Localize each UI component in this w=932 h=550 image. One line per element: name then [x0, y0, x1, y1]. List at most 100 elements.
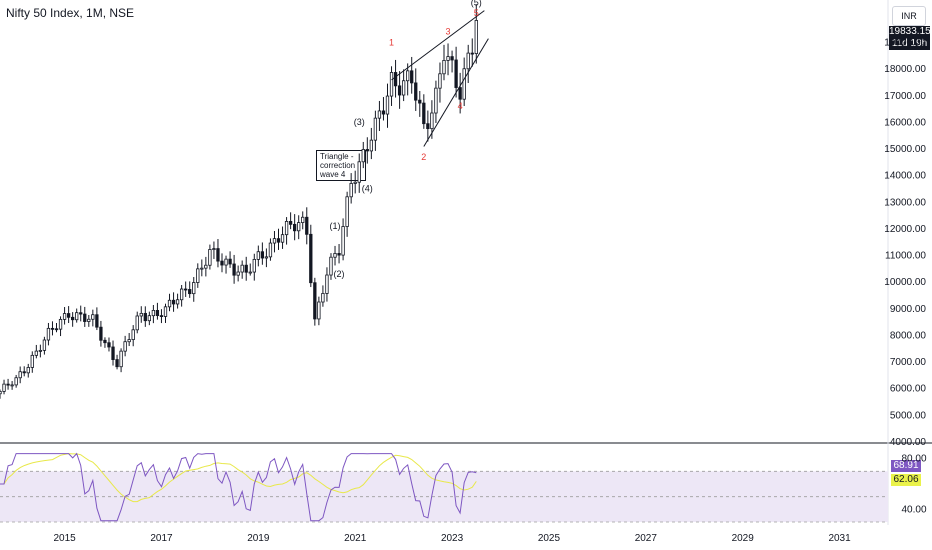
candle-down — [422, 102, 426, 125]
countdown-value: 11d 19h — [891, 38, 928, 49]
note-line: Triangle - — [320, 152, 354, 161]
candle-up — [127, 339, 131, 343]
wave-label-major: (1) — [330, 221, 341, 231]
rsi-ma-line — [0, 453, 477, 503]
candle-up — [119, 350, 123, 368]
candle-up — [462, 68, 466, 100]
rsi-line — [0, 452, 477, 522]
wave-label-major: (2) — [334, 269, 345, 279]
price-tick-label: 8000.00 — [890, 330, 927, 341]
candle-down — [393, 72, 398, 87]
candle-down — [260, 251, 265, 259]
candle-up — [131, 329, 135, 340]
candle-up — [373, 117, 378, 141]
candle-up — [167, 299, 172, 308]
candle-down — [66, 313, 71, 318]
candle-down — [410, 70, 414, 84]
rsi-tick-label: 80.00 — [901, 454, 926, 465]
candle-up — [361, 149, 365, 163]
rsi-ma-tag: 62.06 — [891, 474, 921, 486]
chart-title: Nifty 50 Index, 1M, NSE — [6, 6, 135, 20]
candle-down — [99, 326, 103, 341]
note-line: wave 4 — [320, 170, 346, 179]
candle-down — [143, 312, 147, 322]
candle-up — [406, 70, 410, 82]
price-tick-label: 5000.00 — [890, 410, 927, 421]
candle-down — [83, 313, 87, 322]
candle-down — [470, 52, 474, 55]
candle-up — [377, 110, 382, 119]
last-price-value: 19833.15 — [889, 26, 931, 37]
rsi-value-tag: 68.91 — [891, 460, 921, 472]
rsi-tick-label: 40.00 — [901, 504, 926, 515]
candle-up — [240, 264, 244, 273]
candle-down — [95, 314, 99, 328]
price-tick-label: 13000.00 — [884, 197, 926, 208]
currency-button[interactable]: INR — [892, 6, 926, 26]
wave-label-major: (4) — [362, 184, 373, 194]
candle-down — [71, 316, 75, 321]
candle-up — [272, 238, 277, 244]
time-tick-label: 2029 — [732, 533, 755, 544]
candle-up — [62, 313, 67, 320]
candle-up — [466, 52, 470, 70]
price-tick-label: 9000.00 — [890, 304, 927, 315]
wave-label-major: (5) — [471, 0, 482, 7]
candle-up — [321, 293, 325, 303]
candle-up — [248, 271, 252, 274]
candle-up — [196, 268, 200, 283]
candle-up — [442, 60, 446, 75]
candle-up — [204, 264, 208, 269]
candle-down — [381, 110, 386, 115]
candle-down — [159, 315, 164, 317]
candle-up — [252, 258, 256, 273]
candle-up — [0, 391, 2, 395]
candle-up — [38, 349, 43, 352]
candle-down — [220, 260, 224, 266]
candle-down — [6, 383, 10, 386]
candle-up — [236, 271, 240, 276]
candle-down — [418, 99, 422, 104]
candle-up — [353, 181, 357, 184]
candle-down — [228, 258, 232, 265]
candle-up — [42, 339, 47, 351]
candle-up — [10, 384, 14, 387]
candle-up — [34, 350, 38, 356]
price-tick-label: 15000.00 — [884, 144, 926, 155]
candle-up — [14, 377, 18, 386]
time-tick-label: 2031 — [828, 533, 851, 544]
candle-down — [426, 123, 430, 130]
price-tick-label: 14000.00 — [884, 171, 926, 182]
candle-up — [151, 310, 156, 317]
candle-up — [446, 56, 450, 61]
candle-up — [163, 306, 168, 317]
candle-up — [430, 112, 434, 130]
candle-up — [147, 315, 151, 322]
candle-up — [18, 371, 22, 379]
price-tick-label: 19000.00 — [884, 38, 926, 49]
candle-up — [349, 183, 353, 198]
candle-up — [385, 95, 390, 115]
candle-up — [345, 196, 349, 227]
candle-up — [139, 312, 143, 317]
candle-down — [54, 328, 59, 331]
candle-up — [401, 80, 406, 96]
candle-up — [297, 222, 301, 232]
last-price-label: 19833.15 11d 19h — [889, 26, 931, 50]
candle-up — [280, 234, 285, 243]
candle-up — [325, 274, 329, 294]
trendline — [391, 10, 485, 81]
candle-down — [50, 327, 55, 330]
price-tick-label: 18000.00 — [884, 64, 926, 75]
price-tick-label: 4000.00 — [890, 437, 927, 448]
candle-up — [179, 288, 184, 301]
candle-down — [103, 339, 107, 344]
candle-up — [357, 161, 361, 183]
price-tick-label: 10000.00 — [884, 277, 926, 288]
candle-down — [244, 264, 248, 273]
time-tick-label: 2015 — [53, 533, 76, 544]
candle-up — [2, 383, 6, 392]
candle-down — [397, 85, 402, 96]
candle-down — [337, 253, 341, 256]
